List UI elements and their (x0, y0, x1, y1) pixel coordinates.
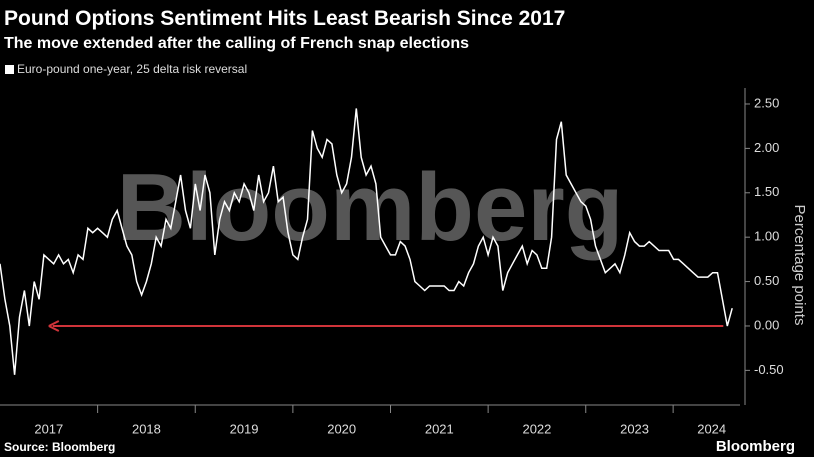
y-tick-label: 0.50 (754, 273, 779, 288)
x-tick-label: 2022 (522, 421, 551, 436)
series-line (0, 108, 733, 375)
y-tick-label: 0.00 (754, 317, 779, 332)
x-tick-label: 2019 (230, 421, 259, 436)
chart-title: Pound Options Sentiment Hits Least Beari… (4, 7, 565, 30)
y-tick-label: 2.00 (754, 140, 779, 155)
x-tick-label: 2020 (327, 421, 356, 436)
y-tick-label: 1.00 (754, 229, 779, 244)
y-axis-label: Percentage points (791, 205, 808, 326)
chart-subtitle: The move extended after the calling of F… (4, 35, 469, 52)
x-tick-label: 2023 (620, 421, 649, 436)
y-tick-label: 1.50 (754, 184, 779, 199)
x-tick-label: 2024 (697, 421, 726, 436)
x-tick-label: 2021 (425, 421, 454, 436)
annotation-arrowhead (48, 320, 60, 332)
y-tick-label: -0.50 (754, 362, 784, 377)
legend-swatch (5, 65, 14, 74)
x-tick-label: 2017 (34, 421, 63, 436)
legend-label: Euro-pound one-year, 25 delta risk rever… (17, 62, 247, 76)
x-tick-label: 2018 (132, 421, 161, 436)
source: Source: Bloomberg (4, 440, 115, 454)
y-tick-label: 2.50 (754, 95, 779, 110)
brand: Bloomberg (716, 438, 795, 455)
